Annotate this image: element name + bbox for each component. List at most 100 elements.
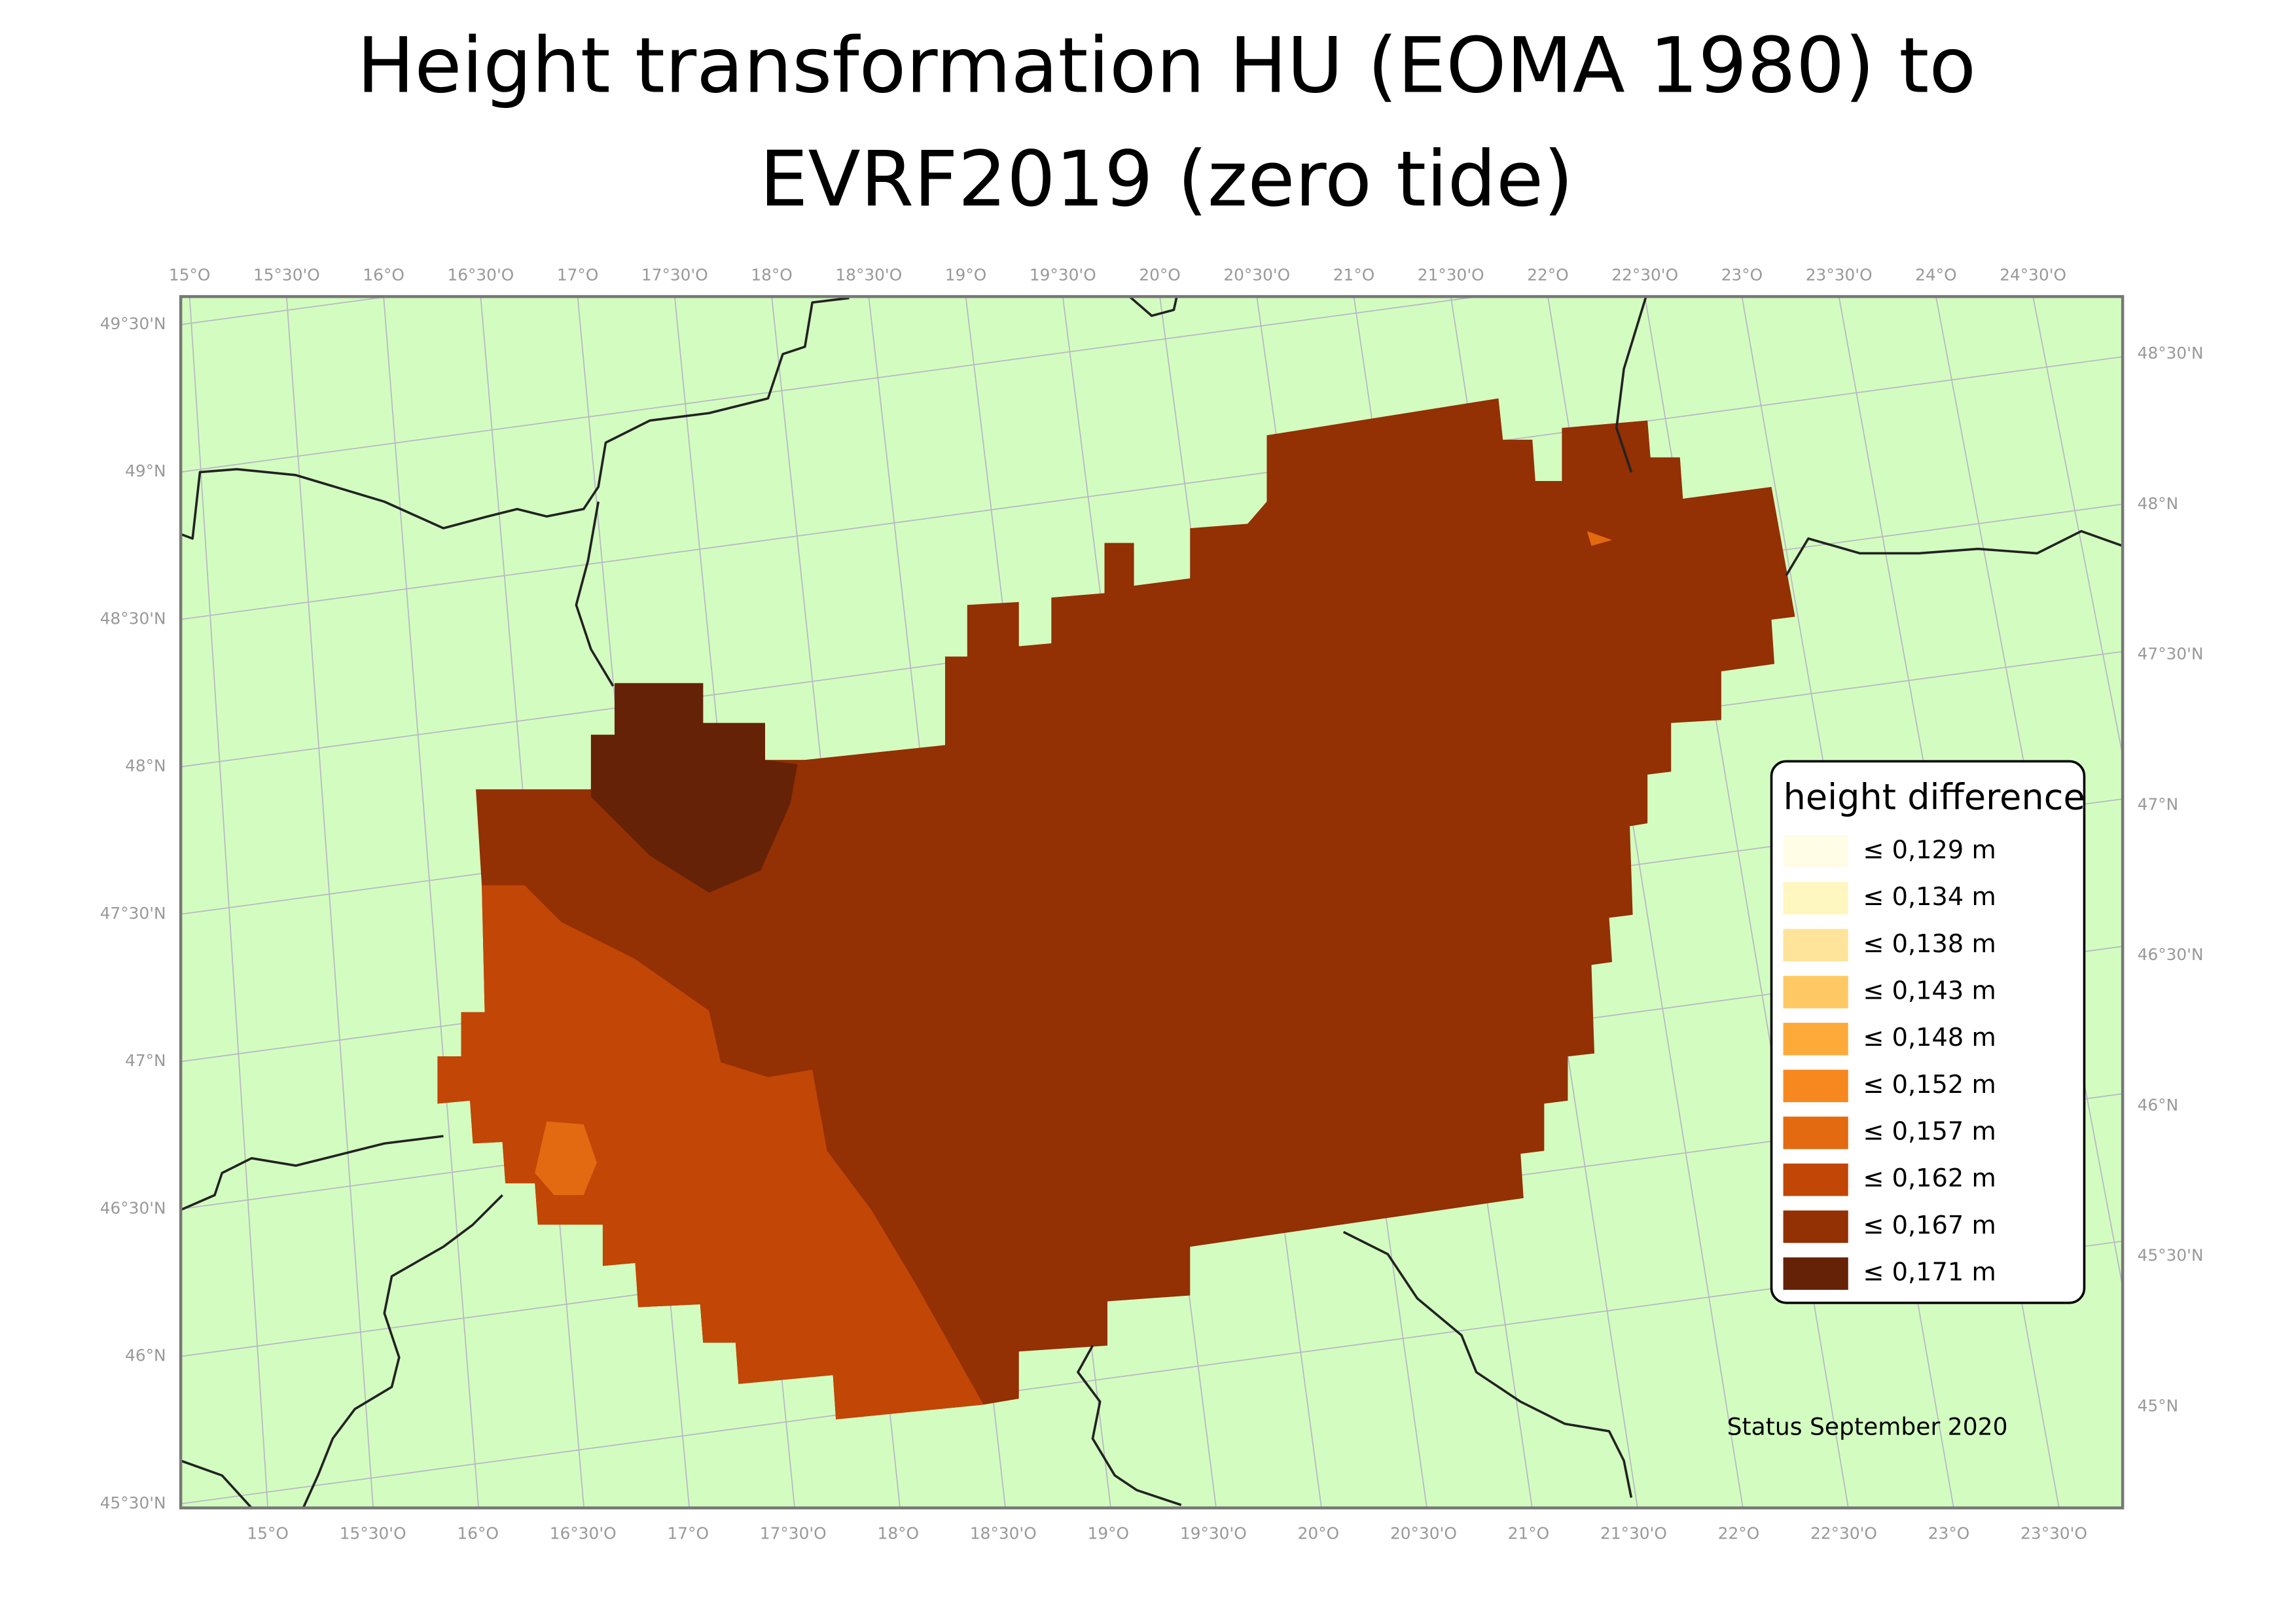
legend-swatch [1783, 1022, 1848, 1056]
title-line: Height transformation HU (EOMA 1980) to [357, 20, 1976, 110]
right-label: 47°N [2138, 794, 2179, 813]
legend-label: ≤ 0,152 m [1863, 1070, 1996, 1099]
left-label: 46°N [125, 1346, 166, 1365]
top-label: 20°O [1139, 266, 1180, 285]
country-border [575, 501, 615, 687]
bottom-label: 23°O [1928, 1524, 1969, 1543]
region-0-157 [1587, 531, 1613, 546]
legend-label: ≤ 0,157 m [1863, 1117, 1996, 1147]
country-border [181, 1459, 253, 1508]
country-border [181, 296, 850, 540]
parallel [181, 296, 1482, 473]
legend-swatch [1783, 1163, 1848, 1196]
legend-label: ≤ 0,162 m [1863, 1164, 1996, 1193]
legend-swatch [1783, 1116, 1848, 1149]
legend-swatch [1783, 976, 1848, 1008]
legend-swatch [1783, 882, 1848, 915]
left-label: 48°30'N [100, 609, 166, 628]
top-label: 15°O [169, 266, 210, 285]
legend-label: ≤ 0,134 m [1863, 882, 1996, 912]
title-line: EVRF2019 (zero tide) [759, 134, 1573, 224]
country-border [302, 1194, 503, 1508]
right-label: 47°30'N [2138, 645, 2204, 664]
top-label: 23°30'O [1806, 266, 1873, 285]
status-note: Status September 2020 [1727, 1413, 2008, 1440]
region-0-162 [437, 885, 984, 1419]
country-border [1077, 1345, 1182, 1507]
bottom-label: 16°30'O [550, 1524, 617, 1543]
country-border [1342, 1230, 1633, 1498]
country-border [181, 1135, 444, 1211]
bottom-label: 17°O [668, 1524, 709, 1543]
right-label: 48°30'N [2138, 344, 2204, 363]
legend-label: ≤ 0,171 m [1863, 1258, 1996, 1287]
bottom-label: 15°30'O [340, 1524, 406, 1543]
bottom-label: 20°30'O [1390, 1524, 1457, 1543]
graticule-labels: 15°O 15°30'O 16°O 16°30'O 17°O 17°30'O 18°O 18°… [100, 266, 2204, 1543]
legend-label: ≤ 0,129 m [1863, 835, 1996, 865]
region-0-171 [590, 683, 798, 893]
bottom-label: 20°O [1298, 1524, 1339, 1543]
borders [181, 296, 2123, 1508]
left-label: 45°30'N [100, 1493, 166, 1512]
bottom-label: 16°O [457, 1524, 498, 1543]
top-label: 15°30'O [253, 266, 320, 285]
top-label: 22°O [1527, 266, 1568, 285]
map-frame [179, 294, 2125, 1510]
left-label: 48°N [125, 757, 166, 776]
left-label: 46°30'N [100, 1198, 166, 1217]
legend-swatch [1783, 1257, 1848, 1290]
region-0-157 [535, 1121, 597, 1196]
top-label: 20°30'O [1223, 266, 1290, 285]
legend-box [1770, 760, 2086, 1304]
bottom-label: 17°30'O [760, 1524, 827, 1543]
bottom-label: 21°O [1508, 1524, 1549, 1543]
top-label: 18°30'O [835, 266, 902, 285]
bottom-label: 19°30'O [1180, 1524, 1247, 1543]
parallel [181, 356, 2123, 620]
top-label: 16°O [363, 266, 404, 285]
left-label: 49°N [125, 461, 166, 480]
bottom-label: 18°O [878, 1524, 919, 1543]
legend-label: ≤ 0,148 m [1863, 1023, 1996, 1052]
meridian [286, 296, 374, 1508]
country-border [1128, 296, 1178, 317]
meridian [188, 296, 269, 1508]
bottom-label: 19°O [1088, 1524, 1129, 1543]
legend-items: ≤ 0,129 m ≤ 0,134 m ≤ 0,138 m ≤ 0,143 m ≤ 0,… [1783, 835, 1996, 1290]
country-border [1785, 529, 2123, 577]
top-label: 16°30'O [447, 266, 514, 285]
right-label: 48°N [2138, 494, 2179, 513]
bottom-label: 18°30'O [970, 1524, 1037, 1543]
left-label: 47°N [125, 1051, 166, 1070]
top-label: 18°O [751, 266, 792, 285]
legend-swatch [1783, 1069, 1848, 1103]
right-label: 46°30'N [2138, 945, 2204, 964]
meridian [2032, 296, 2123, 758]
legend-label: ≤ 0,143 m [1863, 976, 1996, 1005]
bottom-label: 15°O [247, 1524, 288, 1543]
top-label: 19°30'O [1030, 266, 1096, 285]
legend-swatch [1783, 835, 1848, 868]
top-label: 17°30'O [641, 266, 708, 285]
right-label: 45°30'N [2138, 1246, 2204, 1265]
left-label: 47°30'N [100, 904, 166, 923]
country-border [1615, 296, 1647, 473]
bottom-label: 22°O [1718, 1524, 1759, 1543]
top-label: 19°O [945, 266, 986, 285]
legend-title: height difference [1784, 777, 2085, 818]
top-label: 23°O [1721, 266, 1763, 285]
bottom-label: 21°30'O [1600, 1524, 1667, 1543]
meridian [383, 296, 480, 1508]
legend-swatch [1783, 929, 1848, 962]
top-label: 24°30'O [2000, 266, 2066, 285]
legend-label: ≤ 0,138 m [1863, 929, 1996, 959]
top-label: 21°O [1333, 266, 1374, 285]
top-label: 21°30'O [1418, 266, 1484, 285]
bottom-label: 22°30'O [1810, 1524, 1877, 1543]
bottom-label: 23°30'O [2020, 1524, 2087, 1543]
top-label: 22°30'O [1611, 266, 1678, 285]
top-label: 24°O [1915, 266, 1956, 285]
